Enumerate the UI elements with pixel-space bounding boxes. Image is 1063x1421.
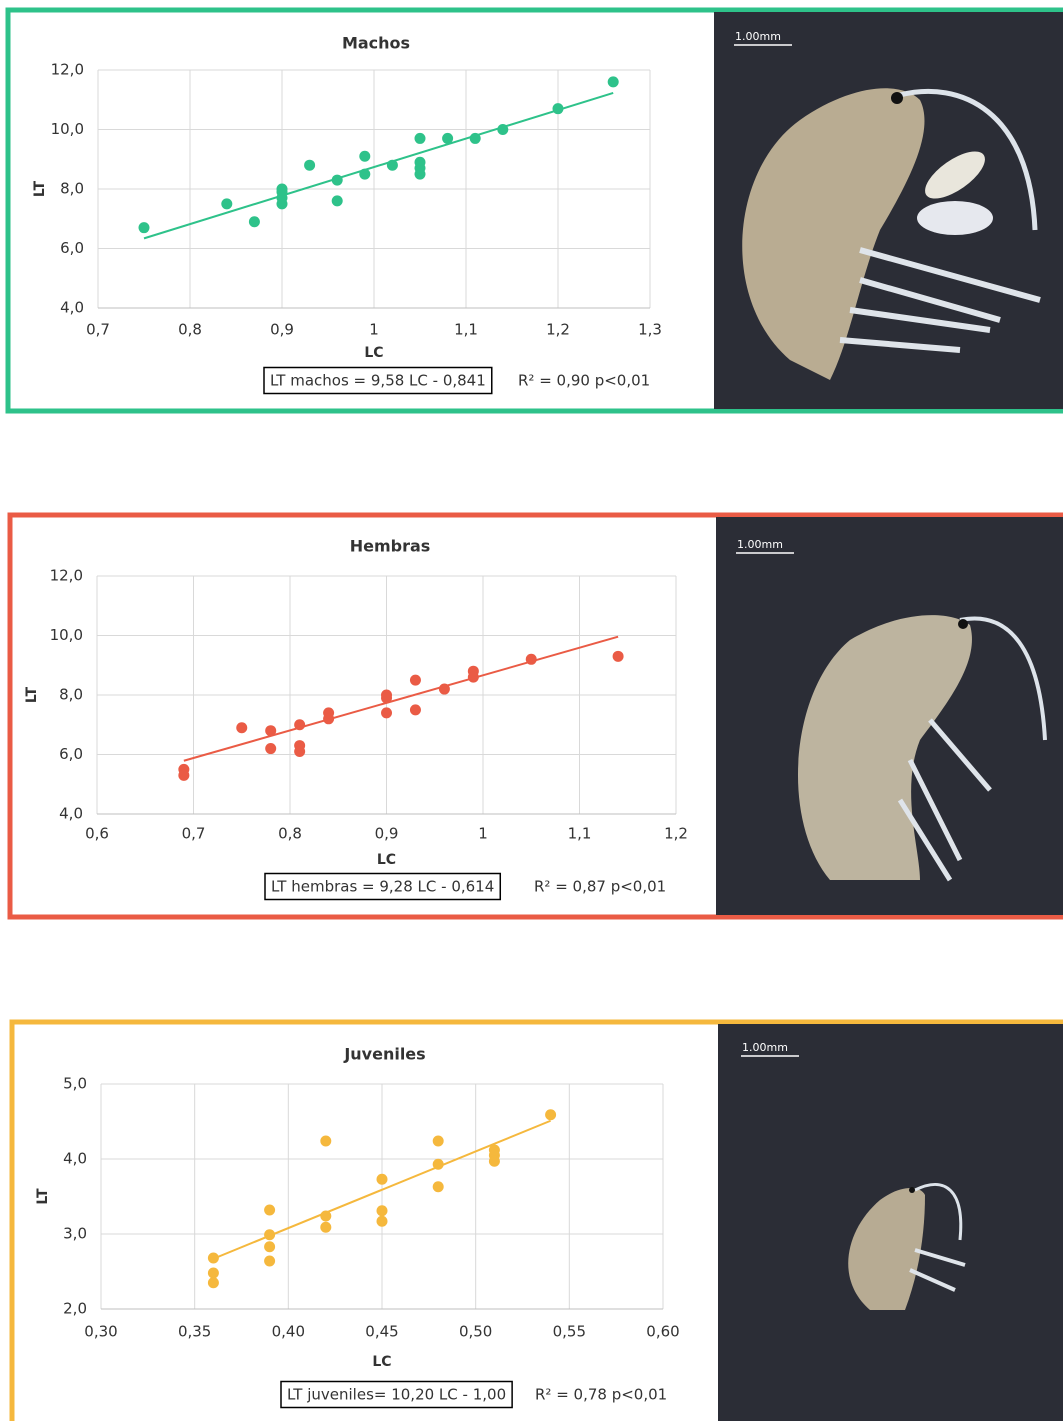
stats-label: R² = 0,90 p<0,01 (518, 372, 650, 390)
x-tick-label: 0,30 (84, 1323, 117, 1341)
x-tick-label: 0,55 (553, 1323, 586, 1341)
data-point (265, 725, 277, 737)
amphipod (848, 1183, 966, 1310)
equation: LT juveniles= 10,20 LC - 1,00 (287, 1386, 506, 1404)
y-axis-label: LT (24, 686, 40, 703)
data-point (376, 1205, 388, 1217)
x-tick-label: 0,7 (182, 825, 206, 843)
y-tick-label: 12,0 (51, 61, 84, 79)
scale-bar-label: 1.00mm (737, 538, 783, 551)
data-point (294, 746, 306, 758)
data-point (432, 1135, 444, 1147)
data-point (276, 198, 288, 210)
y-tick-label: 6,0 (60, 239, 84, 257)
equation: LT hembras = 9,28 LC - 0,614 (271, 878, 494, 896)
x-axis-label: LC (364, 345, 383, 361)
x-tick-label: 0,40 (272, 1323, 305, 1341)
x-tick-label: 1,1 (568, 825, 592, 843)
data-point (207, 1267, 219, 1279)
y-tick-label: 8,0 (60, 180, 84, 198)
data-point (381, 707, 392, 719)
stats-label: R² = 0,87 p<0,01 (534, 878, 666, 896)
amphipod (742, 88, 1041, 380)
data-point (264, 1204, 276, 1216)
data-point (236, 722, 248, 734)
data-point (221, 198, 233, 210)
x-tick-label: 0,7 (86, 321, 110, 339)
trendline (183, 635, 619, 762)
y-tick-label: 2,0 (63, 1300, 87, 1318)
x-tick-label: 0,8 (178, 321, 202, 339)
data-point (359, 150, 371, 162)
y-tick-label: 10,0 (50, 626, 83, 644)
x-tick-label: 1 (369, 321, 379, 339)
equation-box (280, 1380, 513, 1409)
x-tick-label: 1,2 (546, 321, 570, 339)
data-point (304, 159, 316, 171)
data-point (545, 1109, 557, 1121)
data-point (607, 76, 619, 88)
amphipod (797, 615, 1047, 882)
trendline (213, 1119, 551, 1260)
data-point (138, 222, 150, 234)
x-axis-label: LC (377, 852, 396, 868)
trendline (143, 91, 614, 240)
data-point (264, 1255, 276, 1267)
scale-bar-label: 1.00mm (735, 30, 781, 43)
y-tick-label: 4,0 (63, 1150, 87, 1168)
data-point (414, 168, 426, 180)
data-point (248, 216, 260, 228)
data-point (381, 692, 392, 704)
x-tick-label: 1 (478, 825, 488, 843)
data-point (376, 1173, 388, 1185)
data-point (207, 1277, 219, 1289)
equation: LT machos = 9,58 LC - 0,841 (270, 372, 486, 390)
data-point (178, 769, 190, 781)
equation-box (264, 872, 502, 901)
x-tick-label: 0,6 (85, 825, 109, 843)
x-tick-label: 1,1 (454, 321, 478, 339)
y-tick-label: 6,0 (59, 745, 83, 763)
y-tick-label: 4,0 (60, 299, 84, 317)
data-point (331, 195, 343, 207)
data-point (409, 674, 421, 686)
x-tick-label: 0,9 (270, 321, 294, 339)
equation-box (263, 366, 493, 395)
y-tick-label: 5,0 (63, 1075, 87, 1093)
y-tick-label: 8,0 (59, 686, 83, 704)
data-point (376, 1215, 388, 1227)
chart-title: Machos (342, 34, 410, 53)
y-axis-label: LT (32, 180, 48, 197)
data-point (414, 132, 426, 144)
data-point (488, 1155, 500, 1167)
chart-title: Hembras (350, 537, 431, 556)
x-axis-label: LC (372, 1354, 391, 1370)
y-tick-label: 10,0 (51, 120, 84, 138)
x-tick-label: 0,60 (646, 1323, 679, 1341)
chart-title: Juveniles (343, 1045, 425, 1064)
x-tick-label: 1,2 (664, 825, 688, 843)
x-tick-label: 0,8 (278, 825, 302, 843)
x-tick-label: 0,45 (365, 1323, 398, 1341)
x-tick-label: 0,50 (459, 1323, 492, 1341)
data-point (320, 1221, 332, 1233)
data-point (432, 1181, 444, 1193)
data-point (409, 704, 421, 716)
y-axis-label: LT (35, 1188, 51, 1205)
data-point (612, 650, 624, 662)
y-tick-label: 4,0 (59, 805, 83, 823)
x-tick-label: 1,3 (638, 321, 662, 339)
data-point (442, 132, 454, 144)
x-tick-label: 0,35 (178, 1323, 211, 1341)
y-tick-label: 3,0 (63, 1225, 87, 1243)
stats-label: R² = 0,78 p<0,01 (535, 1386, 667, 1404)
data-point (264, 1241, 276, 1253)
data-point (320, 1135, 332, 1147)
x-tick-label: 0,9 (375, 825, 399, 843)
y-tick-label: 12,0 (50, 567, 83, 585)
scale-bar-label: 1.00mm (742, 1041, 788, 1054)
data-point (265, 743, 277, 755)
